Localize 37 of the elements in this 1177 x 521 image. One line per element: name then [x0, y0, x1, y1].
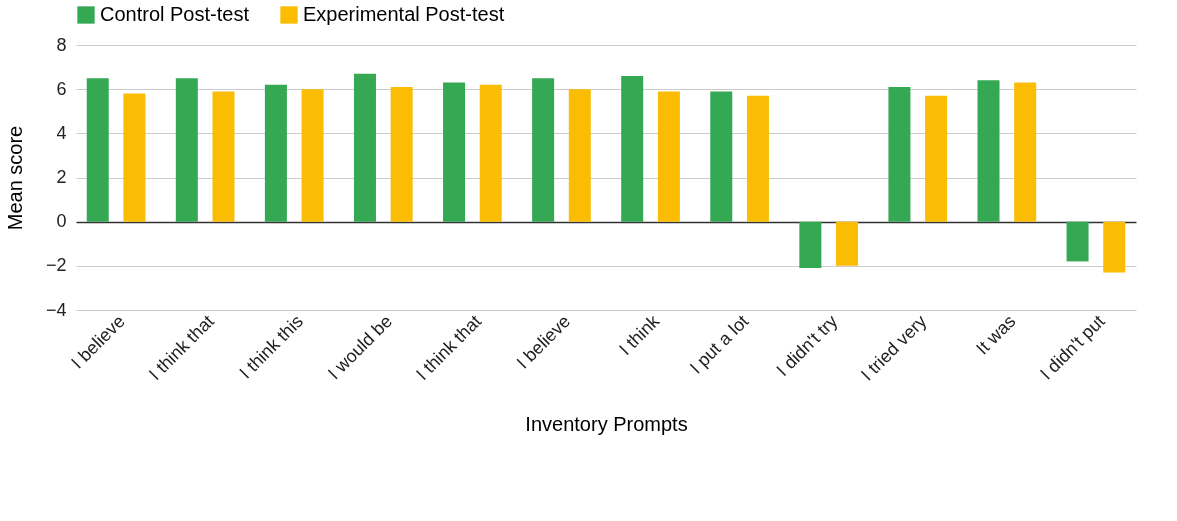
bar — [353, 73, 376, 222]
y-tick-label: 2 — [56, 167, 67, 187]
y-tick-label: −2 — [45, 255, 67, 276]
bar — [390, 86, 413, 222]
bar — [977, 80, 1000, 222]
y-tick-label: 8 — [56, 34, 67, 55]
bar — [532, 78, 555, 222]
x-axis-title: Inventory Prompts — [525, 412, 688, 435]
bar — [568, 89, 591, 222]
y-axis-title: Mean score — [3, 125, 26, 231]
bar — [836, 221, 859, 266]
bar — [443, 82, 466, 222]
legend-label: Experimental Post-test — [303, 3, 505, 25]
bar — [925, 95, 948, 222]
y-tick-label: 4 — [56, 122, 67, 143]
bar — [479, 84, 502, 222]
bar — [1066, 221, 1089, 262]
bar — [710, 91, 733, 222]
bar — [657, 91, 680, 222]
y-tick-label: 6 — [56, 78, 67, 99]
bar — [212, 91, 235, 222]
bar — [799, 221, 822, 269]
y-tick-label: −4 — [45, 299, 67, 320]
bar — [621, 75, 644, 222]
bar — [1014, 82, 1037, 222]
bar — [264, 84, 287, 222]
bar — [746, 95, 769, 222]
bar — [175, 78, 198, 222]
bar — [301, 89, 324, 222]
legend-label: Control Post-test — [100, 3, 250, 25]
x-tick-label: It was — [972, 311, 1020, 359]
bar — [123, 93, 146, 222]
bar — [86, 78, 109, 222]
bar — [1103, 221, 1126, 273]
y-tick-label: 0 — [56, 211, 67, 232]
x-tick-label: I put a lot — [685, 311, 753, 378]
bar — [888, 86, 911, 222]
